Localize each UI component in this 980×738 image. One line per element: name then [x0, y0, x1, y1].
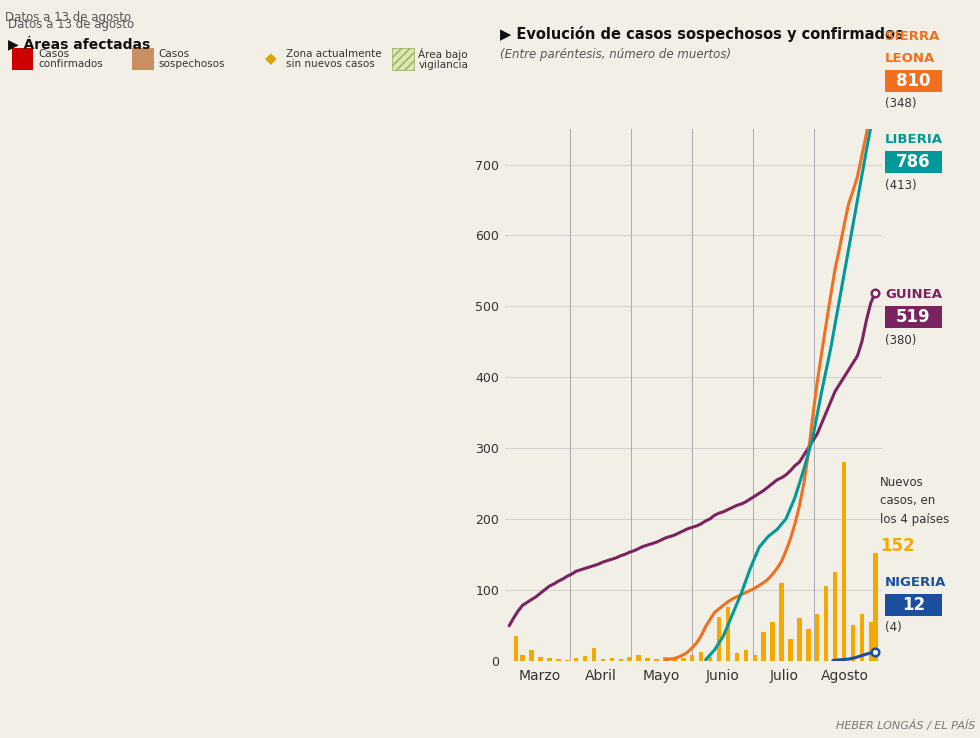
Bar [574, 658, 578, 661]
Bar [618, 659, 623, 661]
Text: Nuevos: Nuevos [880, 476, 924, 489]
Bar [859, 615, 864, 661]
Text: Casos
confirmados: Casos confirmados [38, 49, 103, 69]
Text: HEBER LONGÁS / EL PAÍS: HEBER LONGÁS / EL PAÍS [836, 720, 975, 731]
Point [867, 646, 883, 658]
Text: 12: 12 [902, 596, 925, 614]
Bar [833, 572, 837, 661]
Text: 810: 810 [896, 72, 931, 90]
Bar [797, 618, 802, 661]
Text: ▶ Áreas afectadas: ▶ Áreas afectadas [8, 37, 150, 52]
Text: ◆: ◆ [265, 52, 276, 66]
Bar [699, 652, 704, 661]
Text: ▶ Evolución de casos sospechosos y confirmados: ▶ Evolución de casos sospechosos y confi… [500, 26, 904, 42]
Bar [726, 607, 730, 661]
Bar [788, 639, 793, 661]
Bar [556, 659, 561, 661]
Text: SIERRA: SIERRA [885, 30, 939, 43]
Bar [514, 635, 518, 661]
Text: los 4 países: los 4 países [880, 513, 950, 526]
Bar [547, 658, 552, 661]
Bar [672, 658, 676, 661]
Bar [636, 655, 641, 661]
Text: NIGERIA: NIGERIA [885, 576, 947, 589]
Text: (380): (380) [885, 334, 916, 347]
Point [867, 80, 883, 92]
Bar [627, 657, 632, 661]
Bar [583, 656, 587, 661]
Bar [770, 621, 775, 661]
Text: LIBERIA: LIBERIA [885, 133, 943, 146]
Text: Área bajo
vigilancia: Área bajo vigilancia [418, 48, 468, 70]
Bar [681, 658, 686, 661]
Bar [761, 632, 766, 661]
Bar [842, 462, 847, 661]
Text: (413): (413) [885, 179, 916, 192]
Bar [646, 658, 650, 661]
Text: Casos
sospechosos: Casos sospechosos [159, 49, 225, 69]
Text: LEONA: LEONA [885, 52, 935, 65]
Text: 152: 152 [880, 537, 914, 555]
Bar [690, 655, 695, 661]
Bar [851, 625, 856, 661]
Text: casos, en: casos, en [880, 494, 935, 508]
Text: 786: 786 [896, 154, 931, 171]
Bar [824, 586, 828, 661]
Bar [610, 658, 614, 661]
Text: Datos a 13 de agosto: Datos a 13 de agosto [5, 11, 131, 24]
Bar [868, 621, 873, 661]
Point [867, 97, 883, 109]
Bar [744, 650, 748, 661]
Text: (4): (4) [885, 621, 902, 635]
Point [867, 287, 883, 299]
Bar [735, 653, 739, 661]
Bar [601, 659, 606, 661]
Bar [815, 615, 819, 661]
Bar [538, 657, 543, 661]
Bar [779, 582, 784, 661]
Text: (Entre paréntesis, número de muertos): (Entre paréntesis, número de muertos) [500, 48, 731, 61]
Bar [708, 657, 712, 661]
Bar [873, 553, 877, 661]
Bar [529, 650, 534, 661]
Bar [716, 616, 721, 661]
Bar [753, 655, 757, 661]
Bar [592, 648, 596, 661]
Text: 519: 519 [896, 308, 931, 326]
Text: Zona actualmente
sin nuevos casos: Zona actualmente sin nuevos casos [286, 49, 382, 69]
Bar [520, 655, 525, 661]
Bar [655, 659, 659, 661]
Bar [663, 657, 667, 661]
Bar [807, 629, 810, 661]
Text: GUINEA: GUINEA [885, 288, 942, 301]
Text: Datos a 13 de agosto: Datos a 13 de agosto [8, 18, 134, 32]
Text: (348): (348) [885, 97, 916, 111]
